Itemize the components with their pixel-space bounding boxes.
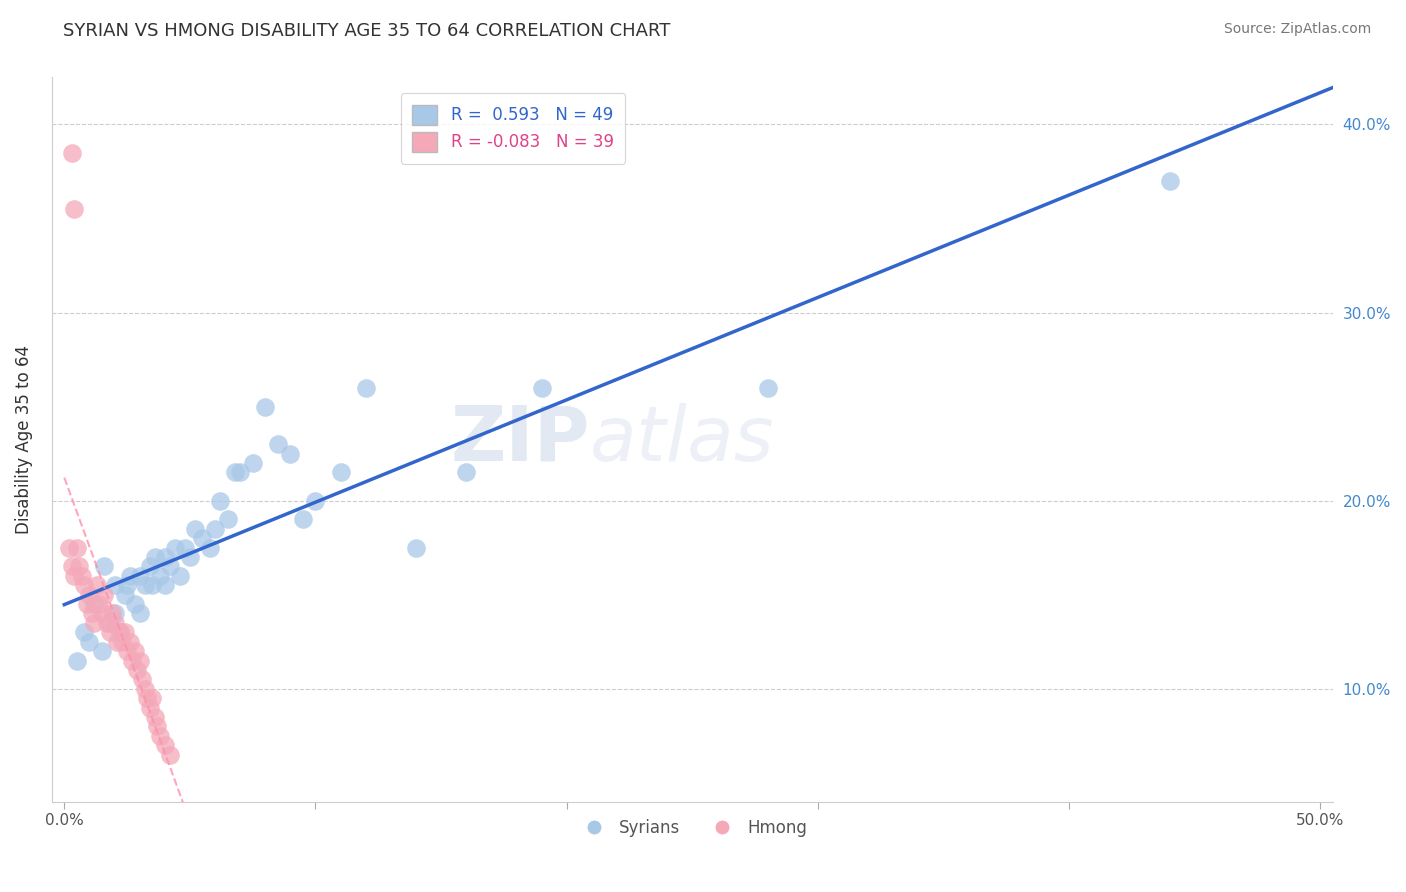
Point <box>73 625 96 640</box>
Point <box>146 719 169 733</box>
Point <box>79 634 101 648</box>
Point <box>198 541 221 555</box>
Point <box>63 569 86 583</box>
Point <box>242 456 264 470</box>
Point <box>354 381 377 395</box>
Point <box>79 588 101 602</box>
Point <box>103 578 125 592</box>
Point <box>128 607 150 621</box>
Legend: Syrians, Hmong: Syrians, Hmong <box>571 813 814 844</box>
Point <box>70 569 93 583</box>
Point <box>134 578 156 592</box>
Point <box>115 644 138 658</box>
Point <box>756 381 779 395</box>
Point <box>530 381 553 395</box>
Point <box>111 634 134 648</box>
Point <box>169 569 191 583</box>
Point <box>124 644 146 658</box>
Point <box>105 634 128 648</box>
Point <box>121 653 143 667</box>
Point <box>108 625 131 640</box>
Point <box>141 691 163 706</box>
Point <box>138 700 160 714</box>
Point <box>93 588 115 602</box>
Point <box>191 531 214 545</box>
Point <box>159 747 181 762</box>
Point <box>254 400 277 414</box>
Point <box>179 550 201 565</box>
Point <box>115 578 138 592</box>
Point <box>114 625 136 640</box>
Point <box>83 597 105 611</box>
Point <box>153 738 176 752</box>
Point <box>159 559 181 574</box>
Point <box>134 681 156 696</box>
Point <box>86 578 108 592</box>
Point <box>60 145 83 160</box>
Point <box>456 466 478 480</box>
Point <box>89 597 111 611</box>
Point <box>58 541 80 555</box>
Point <box>83 615 105 630</box>
Point <box>138 559 160 574</box>
Point <box>136 691 159 706</box>
Point <box>143 550 166 565</box>
Point <box>153 550 176 565</box>
Point <box>128 653 150 667</box>
Text: atlas: atlas <box>589 402 775 476</box>
Point <box>128 569 150 583</box>
Point <box>224 466 246 480</box>
Point <box>141 578 163 592</box>
Point <box>329 466 352 480</box>
Point <box>149 729 172 743</box>
Point <box>98 625 121 640</box>
Point <box>73 578 96 592</box>
Point <box>124 597 146 611</box>
Point <box>103 607 125 621</box>
Point <box>304 493 326 508</box>
Point <box>66 653 89 667</box>
Point <box>103 615 125 630</box>
Point <box>96 615 118 630</box>
Point <box>291 512 314 526</box>
Point <box>217 512 239 526</box>
Point <box>66 541 89 555</box>
Point <box>101 607 124 621</box>
Point <box>76 597 98 611</box>
Point <box>405 541 427 555</box>
Point <box>80 607 103 621</box>
Point <box>204 522 226 536</box>
Point <box>184 522 207 536</box>
Point <box>63 202 86 216</box>
Point <box>131 673 153 687</box>
Text: SYRIAN VS HMONG DISABILITY AGE 35 TO 64 CORRELATION CHART: SYRIAN VS HMONG DISABILITY AGE 35 TO 64 … <box>63 22 671 40</box>
Point <box>118 634 141 648</box>
Point <box>91 607 114 621</box>
Point <box>67 559 90 574</box>
Point <box>173 541 195 555</box>
Y-axis label: Disability Age 35 to 64: Disability Age 35 to 64 <box>15 345 32 534</box>
Point <box>149 569 172 583</box>
Point <box>267 437 290 451</box>
Point <box>60 559 83 574</box>
Text: Source: ZipAtlas.com: Source: ZipAtlas.com <box>1223 22 1371 37</box>
Point <box>1159 174 1181 188</box>
Point <box>163 541 186 555</box>
Point <box>108 625 131 640</box>
Point <box>143 710 166 724</box>
Point <box>127 663 149 677</box>
Point <box>98 615 121 630</box>
Point <box>209 493 232 508</box>
Point <box>114 588 136 602</box>
Text: ZIP: ZIP <box>450 402 589 476</box>
Point <box>93 559 115 574</box>
Point <box>280 447 302 461</box>
Point <box>91 644 114 658</box>
Point <box>118 569 141 583</box>
Point <box>229 466 252 480</box>
Point <box>153 578 176 592</box>
